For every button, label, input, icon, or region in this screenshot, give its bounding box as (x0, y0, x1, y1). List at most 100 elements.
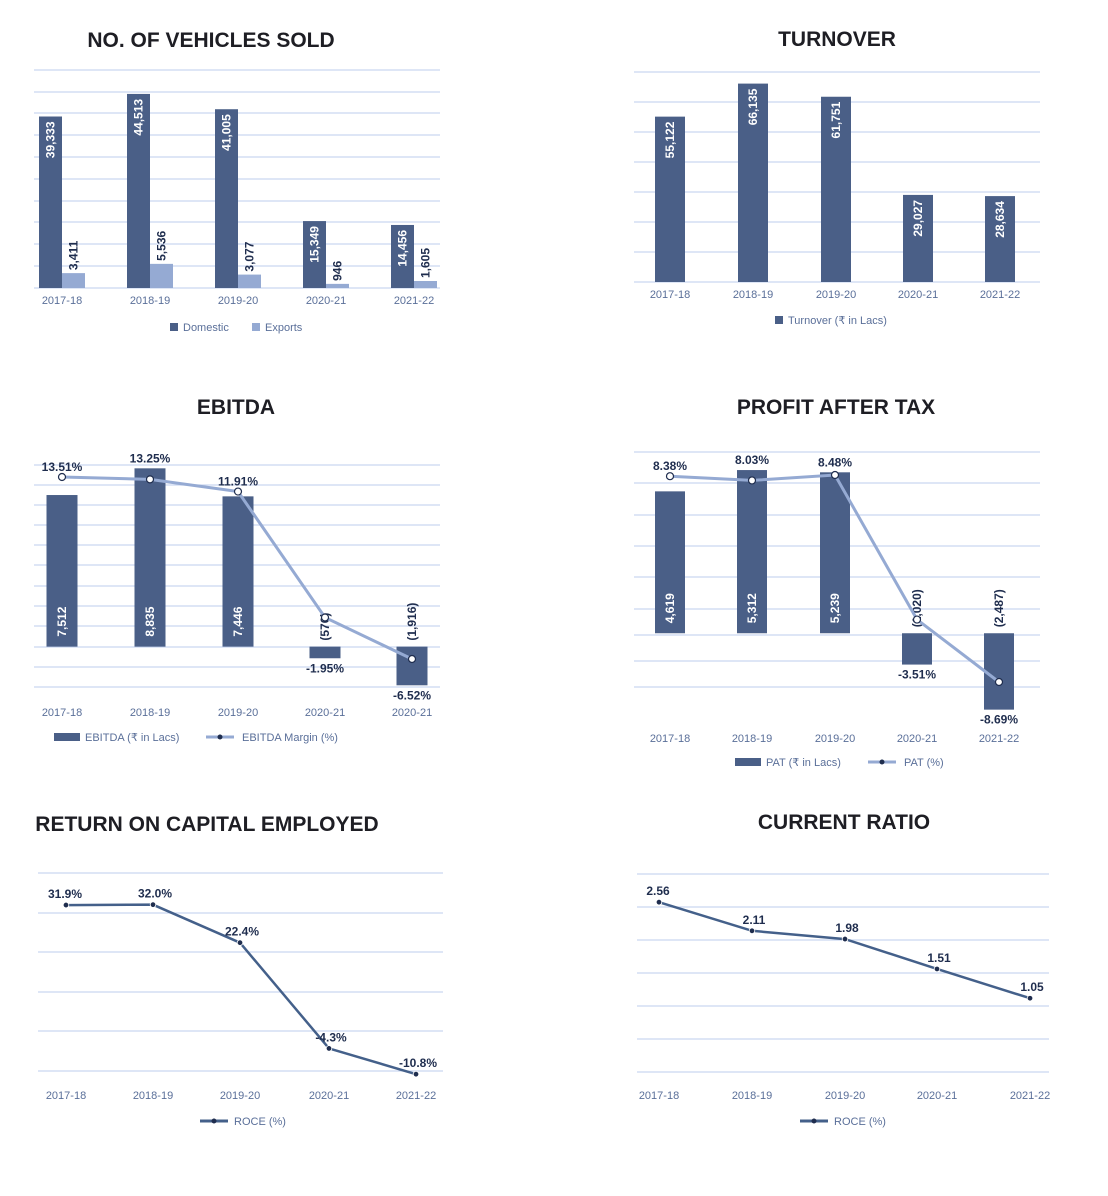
x-tick-label: 2019-20 (218, 707, 258, 719)
data-point (933, 965, 941, 973)
legend-swatch (775, 316, 783, 324)
line-data-label: 22.4% (225, 925, 259, 939)
line-data-label: -10.8% (399, 1056, 437, 1070)
bar-data-label: 5,536 (155, 231, 169, 261)
bar (222, 496, 254, 647)
legend-label: PAT (₹ in Lacs) (766, 757, 841, 769)
x-tick-label: 2020-21 (897, 733, 937, 745)
bar-data-label: 61,751 (829, 101, 843, 138)
legend-swatch (252, 323, 260, 331)
bar-data-label: 3,411 (67, 240, 81, 270)
line-data-label: -6.52% (393, 688, 431, 702)
line-data-label: 8.38% (653, 459, 687, 473)
bar-turnover (655, 116, 685, 282)
bar (984, 633, 1014, 710)
line-data-label: 11.91% (218, 475, 258, 489)
legend-label: ROCE (%) (234, 1116, 286, 1128)
x-tick-label: 2017-18 (42, 707, 82, 719)
margin-point (407, 654, 417, 664)
x-tick-label: 2021-22 (979, 733, 1019, 745)
x-tick-label: 2019-20 (816, 289, 856, 301)
x-tick-label: 2017-18 (650, 733, 690, 745)
x-tick-label: 2019-20 (218, 295, 258, 307)
bar-data-label: 7,512 (55, 606, 69, 636)
bar (46, 495, 78, 647)
x-tick-label: 2019-20 (220, 1090, 260, 1102)
x-tick-label: 2020-21 (917, 1090, 957, 1102)
x-tick-label: 2021-22 (394, 295, 434, 307)
bar (134, 468, 166, 647)
x-tick-label: 2017-18 (46, 1090, 86, 1102)
bar-data-label: 5,312 (745, 593, 759, 623)
bar (309, 646, 341, 659)
line-data-label: 2.56 (646, 884, 670, 898)
bar (655, 491, 685, 634)
x-tick-label: 2018-19 (732, 1090, 772, 1102)
legend-label: EBITDA (₹ in Lacs) (85, 732, 179, 744)
legend-label: Domestic (183, 322, 229, 334)
bar-data-label: 28,634 (993, 201, 1007, 238)
data-point (748, 927, 756, 935)
margin-point (830, 470, 840, 480)
chart-title: NO. OF VEHICLES SOLD (87, 29, 334, 52)
x-tick-label: 2018-19 (732, 733, 772, 745)
line-data-label: 32.0% (138, 887, 172, 901)
line-data-label: -3.51% (898, 668, 936, 682)
x-tick-label: 2018-19 (130, 295, 170, 307)
legend-swatch (170, 323, 178, 331)
bar-data-label: 44,513 (132, 99, 146, 136)
x-tick-label: 2017-18 (639, 1090, 679, 1102)
bar-data-label: 4,619 (663, 593, 677, 623)
x-tick-label: 2020-21 (306, 295, 346, 307)
bar-domestic (215, 109, 238, 288)
chart-title: TURNOVER (778, 28, 896, 51)
line-data-label: 1.98 (835, 921, 859, 935)
x-tick-label: 2020-21 (305, 707, 345, 719)
bar-data-label: 29,027 (911, 200, 925, 237)
chart-title: RETURN ON CAPITAL EMPLOYED (35, 813, 378, 836)
bar-data-label: 39,333 (44, 121, 58, 158)
line-data-label: -4.3% (315, 1030, 347, 1044)
line-data-label: 31.9% (48, 887, 82, 901)
data-point (325, 1045, 333, 1052)
legend-dot (811, 1118, 817, 1124)
line-data-label: 2.11 (743, 913, 766, 927)
bar-data-label: (2,487) (992, 589, 1006, 627)
legend-swatch (54, 733, 80, 741)
bar-turnover (903, 194, 933, 282)
margin-point (912, 615, 922, 624)
x-tick-label: 2018-19 (130, 707, 170, 719)
x-tick-label: 2021-22 (396, 1090, 436, 1102)
margin-point (57, 472, 67, 482)
bar-turnover (821, 96, 851, 282)
data-point (62, 901, 70, 909)
bar-exports (238, 274, 261, 288)
bar-turnover (985, 196, 1015, 282)
bar-data-label: 41,005 (220, 114, 234, 151)
bar-domestic (391, 224, 414, 288)
bar-exports (326, 283, 349, 288)
legend-dot (217, 734, 223, 740)
line-data-label: 1.51 (927, 951, 951, 965)
bar-domestic (303, 221, 326, 288)
line-data-label: 13.25% (130, 451, 171, 465)
legend-label: Exports (265, 322, 303, 334)
line-data-label: 8.48% (818, 455, 852, 469)
line-data-label: 8.03% (735, 453, 769, 467)
data-point (655, 898, 663, 906)
data-point (149, 901, 157, 908)
margin-point (233, 487, 243, 496)
margin-point (994, 677, 1004, 687)
x-tick-label: 2021-22 (1010, 1090, 1050, 1102)
series-line (658, 900, 1031, 1000)
bar-data-label: 5,239 (828, 593, 842, 623)
margin-point (145, 475, 155, 484)
bar-data-label: 15,349 (308, 226, 322, 263)
data-point (841, 935, 849, 943)
x-tick-label: 2017-18 (42, 295, 82, 307)
legend-dot (211, 1118, 217, 1124)
bar-data-label: 946 (331, 261, 345, 281)
bar-data-label: 66,135 (746, 88, 760, 125)
